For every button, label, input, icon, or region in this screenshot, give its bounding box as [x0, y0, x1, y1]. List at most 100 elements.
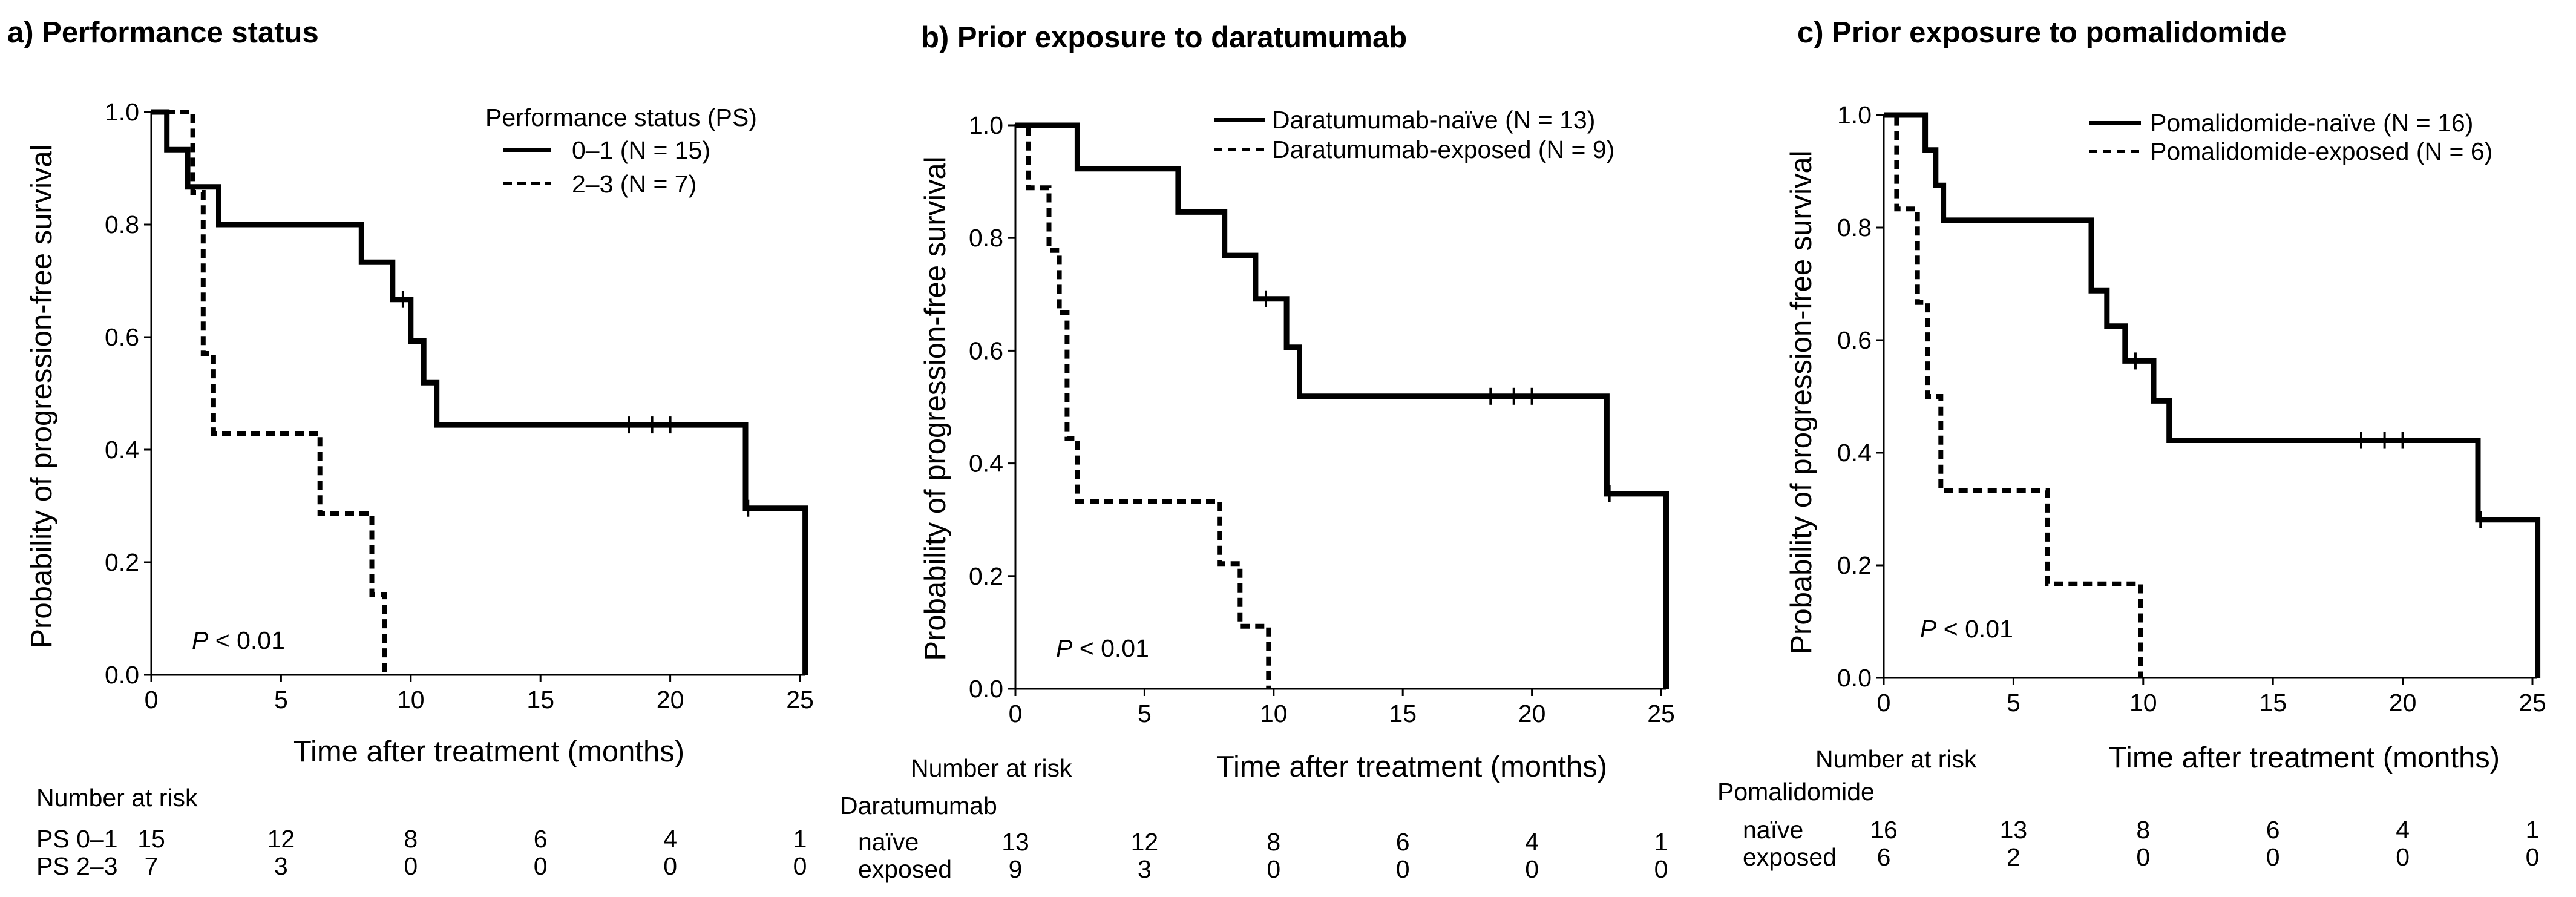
x-tick-label: 20 [2389, 689, 2417, 717]
risk-value: 2 [2007, 843, 2020, 871]
panel-b-risk-group-label: Daratumumab [840, 792, 997, 820]
panel-b-x-axis-label: Time after treatment (months) [1216, 751, 1607, 783]
risk-value: 0 [1654, 855, 1668, 883]
risk-value: 6 [1396, 828, 1410, 856]
panel-a-y-axis-label: Probability of progression-free survival [25, 144, 58, 648]
panel-c-title: c) Prior exposure to pomalidomide [1797, 16, 2287, 49]
panel-c-plot [1884, 112, 2541, 678]
risk-value: 1 [2526, 816, 2540, 844]
panel-a-legend-title: Performance status (PS) [485, 104, 757, 131]
risk-value: 0 [404, 852, 418, 880]
panel-c-risk-values: 16 13 8 6 4 16 2 0 0 0 0 [1870, 816, 2539, 871]
y-tick-label: 0.4 [969, 450, 1003, 478]
panel-a-risk-values: 15 12 8 6 4 1 7 3 0 0 0 0 [137, 825, 807, 880]
risk-value: 0 [1267, 855, 1280, 883]
panel-b-legend: Daratumumab-naïve (N = 13) Daratumumab-e… [1214, 106, 1614, 163]
risk-value: 0 [2396, 843, 2410, 871]
risk-value: 0 [1396, 855, 1410, 883]
risk-value: 4 [1525, 828, 1539, 856]
risk-value: 0 [2266, 843, 2280, 871]
panel-a-title: a) Performance status [7, 16, 319, 49]
x-tick-label: 0 [1009, 700, 1023, 728]
panel-a-legend: Performance status (PS) 0–1 (N = 15) 2–3… [485, 104, 757, 198]
panel-b-number-at-risk: Number at risk Daratumumab naïve exposed… [840, 754, 1668, 883]
x-tick-label: 25 [1647, 700, 1675, 728]
y-tick-label: 0.8 [1837, 214, 1872, 242]
y-tick-label: 0.0 [105, 661, 139, 689]
risk-value: 0 [534, 852, 548, 880]
panel-c-risk-group-label: Pomalidomide [1717, 778, 1875, 806]
panel-c-x-axis-label: Time after treatment (months) [2109, 741, 2500, 774]
panel-a-legend-entry-2: 2–3 (N = 7) [572, 170, 696, 198]
panel-c-p-value: P < 0.01 [1920, 615, 2013, 643]
panel-c-risk-header: Number at risk [1815, 745, 1977, 773]
x-tick-label: 0 [1877, 689, 1891, 717]
risk-value: 13 [1001, 828, 1029, 856]
risk-value: 0 [1525, 855, 1539, 883]
panel-c-risk-row-2-label: exposed [1743, 843, 1837, 871]
risk-value: 0 [2136, 843, 2150, 871]
x-tick-label: 15 [1389, 700, 1417, 728]
panel-b-p-value: P < 0.01 [1056, 634, 1149, 662]
panel-a-plot [151, 109, 808, 675]
panel-a-legend-entry-1: 0–1 (N = 15) [572, 136, 710, 164]
y-tick-label: 0.6 [1837, 326, 1872, 354]
y-tick-label: 0.8 [969, 224, 1003, 252]
x-tick-label: 15 [2259, 689, 2287, 717]
y-tick-label: 1.0 [1837, 101, 1872, 129]
x-tick-label: 25 [786, 686, 814, 714]
panel-b: b) Prior exposure to daratumumab Probabi… [840, 21, 1675, 883]
risk-value: 3 [1138, 855, 1152, 883]
km-curve-solid [1015, 122, 1669, 689]
panel-b-axes: 0 5 10 15 20 25 0.0 0.2 0.4 0.6 0.8 1.0 [969, 111, 1675, 728]
panel-b-plot [1015, 122, 1669, 689]
x-tick-label: 10 [2129, 689, 2157, 717]
panel-c-risk-row-1-label: naïve [1743, 816, 1803, 844]
panel-b-risk-row-1-label: naïve [858, 828, 919, 856]
x-tick-label: 5 [1138, 700, 1152, 728]
risk-value: 4 [663, 825, 677, 853]
risk-value: 12 [267, 825, 295, 853]
km-curve-dashed [1015, 123, 1271, 689]
risk-value: 0 [793, 852, 807, 880]
panel-c: c) Prior exposure to pomalidomide Probab… [1717, 16, 2546, 871]
y-tick-label: 0.4 [1837, 439, 1872, 467]
panel-a-risk-row-2-label: PS 2–3 [36, 852, 118, 880]
panel-a-number-at-risk: Number at risk PS 0–1 PS 2–3 15 12 8 6 4 1 7 3 0… [36, 784, 807, 880]
km-curve-solid [1884, 112, 2541, 678]
risk-value: 0 [663, 852, 677, 880]
y-tick-label: 1.0 [969, 111, 1003, 139]
risk-value: 8 [2136, 816, 2150, 844]
risk-value: 3 [274, 852, 288, 880]
panel-c-y-axis-label: Probability of progression-free survival [1785, 150, 1818, 654]
y-tick-label: 0.6 [105, 323, 139, 351]
x-tick-label: 10 [397, 686, 425, 714]
x-tick-label: 5 [2007, 689, 2020, 717]
x-tick-label: 15 [526, 686, 554, 714]
y-tick-label: 0.6 [969, 337, 1003, 364]
risk-value: 6 [2266, 816, 2280, 844]
panel-a-risk-header: Number at risk [36, 784, 198, 812]
risk-value: 16 [1870, 816, 1898, 844]
x-tick-label: 20 [1518, 700, 1546, 728]
y-tick-label: 0.0 [969, 675, 1003, 703]
panel-b-legend-entry-1: Daratumumab-naïve (N = 13) [1272, 106, 1595, 134]
risk-value: 9 [1009, 855, 1023, 883]
y-tick-label: 0.2 [969, 562, 1003, 590]
panel-c-legend-entry-1: Pomalidomide-naïve (N = 16) [2150, 109, 2473, 137]
panel-b-y-axis-label: Probability of progression-free survival [919, 156, 952, 660]
y-tick-label: 0.4 [105, 436, 139, 464]
x-tick-label: 10 [1260, 700, 1288, 728]
km-curve-dashed [1884, 113, 2143, 678]
risk-value: 0 [2526, 843, 2540, 871]
km-curve-dashed [151, 110, 387, 675]
panel-b-title: b) Prior exposure to daratumumab [921, 21, 1407, 54]
panel-c-legend-entry-2: Pomalidomide-exposed (N = 6) [2150, 137, 2492, 165]
panel-a-axes: 0 5 10 15 20 25 0.0 0.2 0.4 0.6 0.8 1.0 [105, 98, 814, 714]
y-tick-label: 0.0 [1837, 664, 1872, 692]
panel-c-axes: 0 5 10 15 20 25 0.0 0.2 0.4 0.6 0.8 1.0 [1837, 101, 2546, 717]
x-tick-label: 25 [2519, 689, 2546, 717]
risk-value: 1 [793, 825, 807, 853]
risk-value: 12 [1131, 828, 1159, 856]
